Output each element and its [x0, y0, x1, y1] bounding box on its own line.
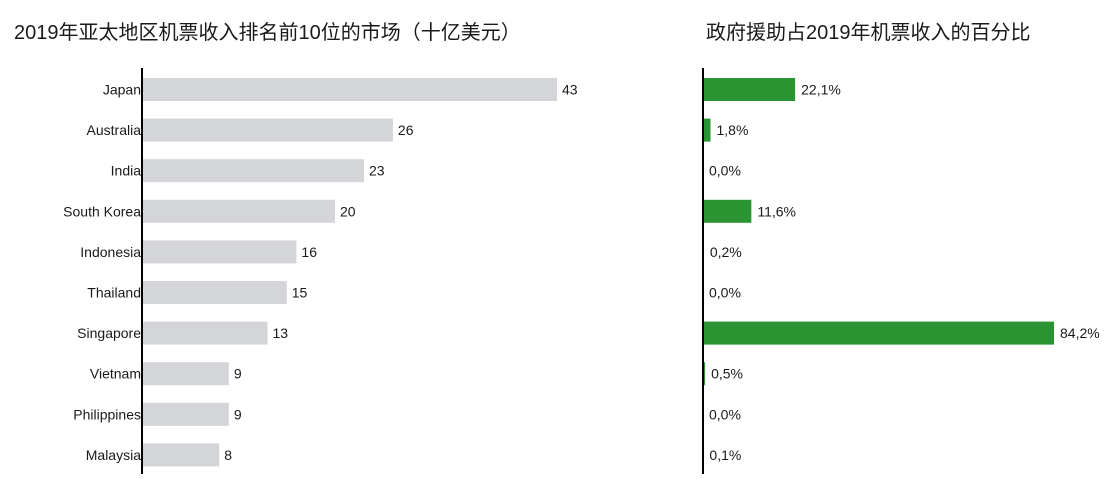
left-bar-chart: Japan 43 Australia 26 India 23 South Korea 20 In… [63, 68, 578, 474]
right-bar-singapore [703, 321, 1054, 345]
right-bar-vietnam [703, 362, 706, 386]
left-category-label: Thailand [87, 285, 141, 301]
right-bar-chart: 22,1% 1,8% 0,0% 11,6% 0,2% 0,0% 84,2% 0,5% 0,0% 0… [702, 68, 1100, 474]
right-value-label: 0,0% [709, 163, 741, 179]
right-value-label: 0,0% [709, 285, 741, 301]
left-value-label: 9 [234, 406, 242, 422]
left-category-label: Australia [87, 122, 142, 138]
right-value-label: 0,2% [710, 244, 742, 260]
left-value-label: 23 [369, 163, 385, 179]
right-value-label: 22,1% [801, 82, 841, 98]
left-value-label: 9 [234, 366, 242, 382]
left-category-label: Indonesia [80, 244, 141, 260]
left-category-label: South Korea [63, 203, 141, 219]
right-chart-title: 政府援助占2019年机票收入的百分比 [706, 22, 1031, 44]
right-bar-japan [703, 78, 796, 101]
left-bar-singapore [142, 321, 268, 345]
left-bar-vietnam [142, 362, 229, 386]
left-chart-title: 2019年亚太地区机票收入排名前10位的市场（十亿美元） [14, 22, 521, 44]
right-value-label: 11,6% [757, 203, 796, 219]
right-bar-south-korea [703, 199, 752, 223]
left-value-label: 20 [340, 203, 356, 219]
left-category-label: Vietnam [90, 366, 141, 382]
right-value-label: 0,1% [709, 447, 741, 463]
right-value-label: 1,8% [717, 122, 749, 138]
left-value-label: 26 [398, 122, 414, 138]
left-bar-india [142, 159, 364, 183]
left-value-label: 15 [292, 285, 308, 301]
left-bar-philippines [142, 402, 229, 426]
left-value-label: 16 [301, 244, 317, 260]
right-value-label: 84,2% [1060, 325, 1100, 341]
left-value-label: 13 [272, 325, 288, 341]
left-category-label: Singapore [77, 325, 141, 341]
left-bar-indonesia [142, 240, 297, 264]
left-bar-japan [142, 78, 557, 101]
left-category-label: Japan [103, 82, 141, 98]
left-bar-south-korea [142, 199, 336, 223]
left-value-label: 43 [562, 82, 578, 98]
left-bar-malaysia [142, 443, 220, 467]
right-value-label: 0,5% [711, 366, 743, 382]
left-bar-australia [142, 118, 393, 142]
left-category-label: Philippines [73, 406, 141, 422]
right-value-label: 0,0% [709, 406, 741, 422]
left-category-label: Malaysia [86, 447, 141, 463]
left-value-label: 8 [224, 447, 232, 463]
left-bar-thailand [142, 281, 287, 304]
left-category-label: India [111, 163, 142, 179]
right-bar-australia [703, 118, 711, 142]
